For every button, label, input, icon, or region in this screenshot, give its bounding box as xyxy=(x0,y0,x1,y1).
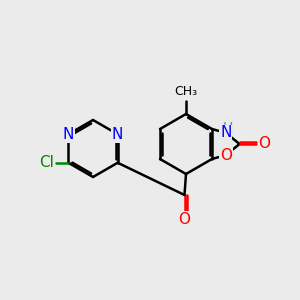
Text: N: N xyxy=(112,127,123,142)
Text: O: O xyxy=(259,136,271,152)
Text: N: N xyxy=(220,125,232,140)
Text: H: H xyxy=(223,121,233,134)
Text: O: O xyxy=(220,148,232,163)
Text: Cl: Cl xyxy=(39,155,54,170)
Text: CH₃: CH₃ xyxy=(174,85,198,98)
Text: N: N xyxy=(63,127,74,142)
Text: O: O xyxy=(178,212,190,226)
